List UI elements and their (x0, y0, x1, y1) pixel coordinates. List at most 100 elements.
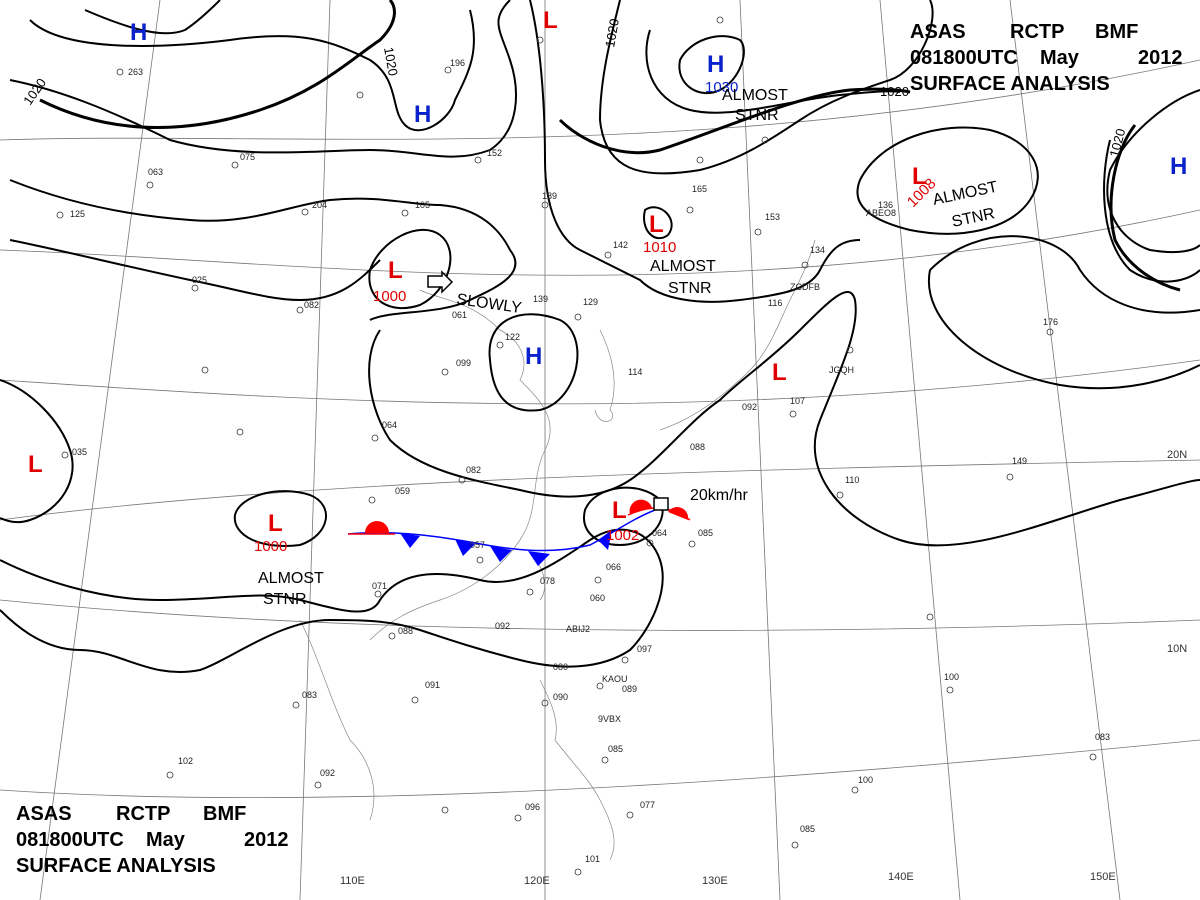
station-value: 105 (415, 200, 430, 210)
warm-front-lobe (365, 521, 389, 533)
isobar (233, 490, 327, 547)
isobar (598, 0, 934, 175)
latitude-line (0, 209, 1200, 276)
warm-front-lobe (629, 499, 652, 514)
station-marker (474, 156, 482, 164)
station-value: 025 (192, 275, 207, 285)
station-marker (301, 208, 309, 216)
station-value: 204 (312, 200, 327, 210)
almost-stnr-label: ALMOST (722, 87, 788, 104)
isobar (29, 9, 476, 132)
motion-speed-label: 20km/hr (690, 487, 748, 504)
station-marker (574, 313, 582, 321)
station-marker (458, 476, 466, 484)
station-marker (1006, 473, 1014, 481)
station-marker (836, 491, 844, 499)
warm-front (348, 499, 691, 535)
station-value: 089 (622, 684, 637, 694)
isobar (929, 235, 1200, 314)
station-value: 088 (398, 626, 413, 636)
station-marker (1089, 753, 1097, 761)
low-pressure-symbol: L (772, 359, 787, 386)
almost-stnr-label: STNR (263, 591, 307, 608)
low-pressure-value: 1000 (254, 538, 287, 555)
station-value: 125 (70, 209, 85, 219)
latitude-line (0, 359, 1200, 405)
isobar (643, 206, 673, 240)
longitude-line (39, 0, 161, 900)
station-value: 114 (628, 367, 642, 377)
low-pressure-symbol: L (649, 211, 664, 238)
station-marker (601, 756, 609, 764)
low-pressure-symbol: L (612, 497, 627, 524)
title-code: RCTP (116, 803, 170, 825)
longitude-line (1009, 0, 1121, 900)
coastline-japan (659, 239, 816, 431)
longitude-label: 150E (1090, 871, 1116, 883)
station-value: 077 (640, 800, 655, 810)
low-pressure-symbol: L (543, 7, 558, 34)
title-time: 081800UTC (16, 829, 124, 851)
station-value: 066 (606, 562, 621, 572)
low-pressure-symbol: L (388, 257, 403, 284)
station-value: 085 (608, 744, 623, 754)
coastline-philippines (539, 679, 615, 861)
station-marker (388, 632, 396, 640)
station-marker (292, 701, 300, 709)
station-marker (146, 181, 154, 189)
isobar-label: 1020 (602, 17, 622, 48)
title-code: RCTP (1010, 21, 1064, 43)
station-value: 263 (128, 67, 143, 77)
station-value: 064 (652, 528, 667, 538)
station-marker (801, 261, 809, 269)
high-pressure-value: 1030 (705, 79, 738, 96)
isobar-label: 1020 (381, 46, 401, 77)
isobar (9, 179, 517, 321)
station-id: 9VBX (598, 714, 621, 724)
station-value: 063 (148, 167, 163, 177)
station-value: 097 (637, 644, 652, 654)
station-marker (374, 590, 382, 598)
warm-front-lobe (668, 507, 689, 520)
isobars (0, 0, 1200, 673)
station-marker (368, 496, 376, 504)
station-marker (754, 228, 762, 236)
isobar (488, 313, 579, 412)
cold-front-line (347, 509, 656, 552)
station-value: 100 (944, 672, 959, 682)
station-value: 083 (302, 690, 317, 700)
station-value: 189 (542, 191, 557, 201)
high-pressure-symbol: H (525, 343, 542, 370)
station-marker (541, 201, 549, 209)
station-marker (696, 156, 704, 164)
latitude-line (0, 459, 1200, 521)
station-marker (946, 686, 954, 694)
station-id: ABEO8 (866, 208, 896, 218)
isobar (678, 35, 745, 95)
station-marker (596, 682, 604, 690)
station-value: 091 (425, 680, 440, 690)
station-marker (166, 771, 174, 779)
station-value: 085 (800, 824, 815, 834)
station-value: 092 (495, 621, 510, 631)
almost-stnr-label: ALMOST (258, 570, 324, 587)
station-marker (1046, 328, 1054, 336)
title-month: May (146, 829, 186, 851)
high-pressure-symbol: H (1170, 153, 1187, 180)
station-marker (626, 811, 634, 819)
station-marker (296, 306, 304, 314)
high-pressure-symbol: H (130, 19, 147, 46)
isobar (0, 528, 664, 673)
station-marker (411, 696, 419, 704)
longitude-label: 130E (702, 875, 728, 887)
grid-labels: 110E 120E 130E 140E 150E 20N 10N (340, 449, 1187, 887)
isobar (645, 29, 901, 114)
isobar-1020 (1109, 124, 1181, 292)
isobar-1020 (39, 0, 396, 129)
station-value: 096 (525, 802, 540, 812)
station-marker (191, 284, 199, 292)
station-value: 088 (690, 442, 705, 452)
station-marker (761, 136, 769, 144)
station-marker (621, 656, 629, 664)
